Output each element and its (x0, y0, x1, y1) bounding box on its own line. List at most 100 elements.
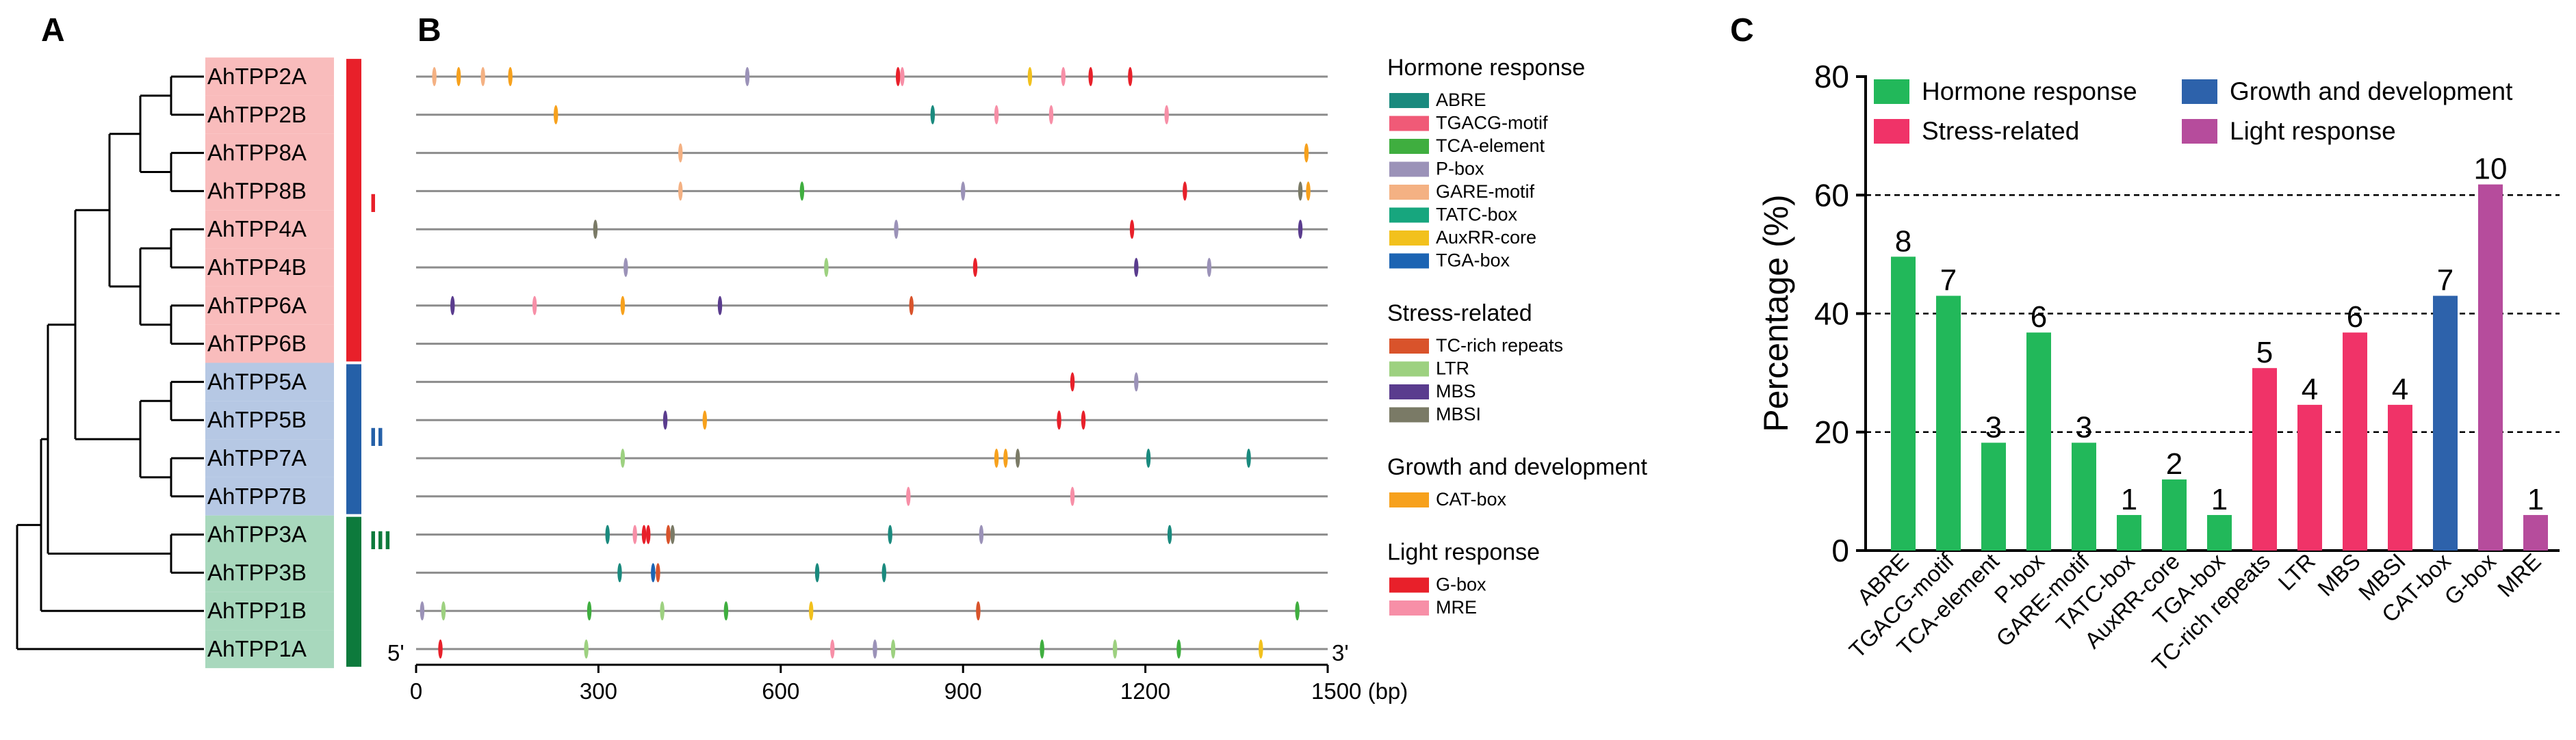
element-legend: Hormone response ABRE TGACG-motifTCA-eleme… (1387, 55, 1647, 618)
gene-label: AhTPP8B (207, 178, 307, 203)
chart-legend-swatch (2182, 119, 2217, 144)
legend-swatch (1389, 492, 1429, 507)
gene-label-bg (205, 362, 334, 401)
cis-element-p-box (894, 220, 899, 239)
gene-label-bg (205, 401, 334, 440)
phylogenetic-tree: AhTPP2A AhTPP2B AhTPP8A AhTPP8B AhTPP4A AhTPP… (16, 57, 334, 668)
bar-ltr (2297, 404, 2322, 551)
promoter-axis: 0 300 600 900 1200 1500 (bp) 5' 3' (387, 640, 1408, 704)
axis-tick-label: 300 (580, 678, 617, 704)
cis-element-gare-motif (432, 67, 437, 86)
cis-element-mre (532, 295, 537, 315)
cis-element-ltr (890, 639, 896, 659)
cis-element-cat-box (1304, 143, 1309, 163)
y-tick-label: 80 (1814, 59, 1849, 94)
cis-element-g-box (1057, 410, 1061, 430)
promoter-diagram (416, 67, 1328, 659)
bar-value-label: 3 (2076, 410, 2092, 444)
bar-value-label: 1 (2211, 483, 2228, 516)
axis-tick-label: 1500 (bp) (1311, 678, 1408, 704)
legend-swatch (1389, 116, 1429, 131)
gene-label-bg (205, 515, 334, 554)
cis-element-gare-motif (678, 143, 683, 163)
cis-element-g-box (1128, 67, 1133, 86)
bar-mbsi (2388, 404, 2412, 551)
cis-element-p-box (623, 258, 628, 277)
x-tick-label: G-box (2439, 548, 2501, 609)
gene-label-bg (205, 592, 334, 631)
gene-label: AhTPP2A (207, 64, 307, 89)
x-tick-label: MBS (2313, 549, 2365, 601)
cis-element-abre (1246, 449, 1251, 468)
cis-element-cat-box (1003, 449, 1008, 468)
legend-item-label: MRE (1436, 597, 1477, 618)
bar-g-box (2478, 184, 2503, 551)
cis-element-mre (1164, 105, 1169, 124)
cis-element-tc-rich-repeats (909, 295, 914, 315)
bar-auxrr-core (2162, 479, 2187, 551)
cis-element-cat-box (994, 449, 999, 468)
chart-legend-swatch (1874, 79, 1909, 104)
bar-value-label: 3 (1985, 410, 2002, 444)
gene-label-bg (205, 553, 334, 592)
cis-element-mre (632, 525, 637, 544)
legend-heading: Light response (1387, 540, 1540, 566)
cis-element-tga-box (651, 563, 656, 583)
cis-element-g-box (973, 258, 978, 277)
legend-heading: Hormone response (1387, 55, 1585, 81)
axis-tick-label: 1200 (1120, 678, 1170, 704)
legend-item-label: TCA-element (1436, 135, 1545, 156)
cis-element-p-box (979, 525, 984, 544)
cis-element-mre (994, 105, 999, 124)
cis-element-tc-rich-repeats (656, 563, 660, 583)
cis-element-abre (617, 563, 622, 583)
legend-item-label: ABRE (1436, 90, 1486, 110)
cis-element-mbsi (1298, 181, 1303, 201)
cis-element-tc-rich-repeats (976, 601, 981, 621)
chart-legend-label: Light response (2230, 117, 2396, 145)
gene-label-bg (205, 477, 334, 516)
bar-value-label: 5 (2256, 336, 2273, 369)
cis-element-p-box (420, 601, 425, 621)
cis-element-p-box (961, 181, 966, 201)
cis-element-g-box (438, 639, 443, 659)
group-label: III (370, 527, 391, 555)
gene-label-bg (205, 286, 334, 325)
gene-label: AhTPP6B (207, 331, 307, 356)
cis-element-tca-element (1040, 639, 1044, 659)
cis-element-p-box (745, 67, 750, 86)
cis-element-ltr (620, 449, 626, 468)
bar-mre (2523, 515, 2548, 551)
bar-value-label: 7 (2437, 264, 2453, 298)
cis-element-g-box (1129, 220, 1135, 239)
legend-swatch (1389, 161, 1429, 177)
gene-label-bg (205, 439, 334, 477)
chart-legend-label: Growth and development (2230, 77, 2513, 105)
y-tick-label: 60 (1814, 177, 1849, 213)
gene-label: AhTPP1B (207, 598, 307, 623)
y-tick-label: 0 (1831, 533, 1849, 568)
cis-element-g-box (1081, 410, 1086, 430)
cis-element-mbs (717, 295, 723, 315)
legend-swatch (1389, 139, 1429, 154)
panel-b-label: B (417, 12, 441, 49)
bar-value-label: 1 (2527, 483, 2544, 516)
cis-element-abre (881, 563, 886, 583)
legend-item-label: TGACG-motif (1436, 113, 1548, 133)
legend-swatch (1389, 339, 1429, 354)
cis-element-mre (830, 639, 835, 659)
legend-item-label: G-box (1436, 574, 1486, 595)
legend-heading: Stress-related (1387, 300, 1532, 326)
bar-tca-element (1981, 442, 2006, 551)
cis-element-cat-box (620, 295, 626, 315)
legend-item-label: GARE-motif (1436, 181, 1535, 202)
cis-element-abre (888, 525, 892, 544)
bar-value-label: 4 (2392, 373, 2408, 406)
cis-element-mbs (1298, 220, 1303, 239)
bar-value-label: 6 (2347, 300, 2363, 334)
panel-a-label: A (41, 12, 65, 49)
bar-value-label: 6 (2031, 300, 2047, 334)
cis-element-p-box (1134, 372, 1139, 392)
legend-swatch (1389, 577, 1429, 593)
